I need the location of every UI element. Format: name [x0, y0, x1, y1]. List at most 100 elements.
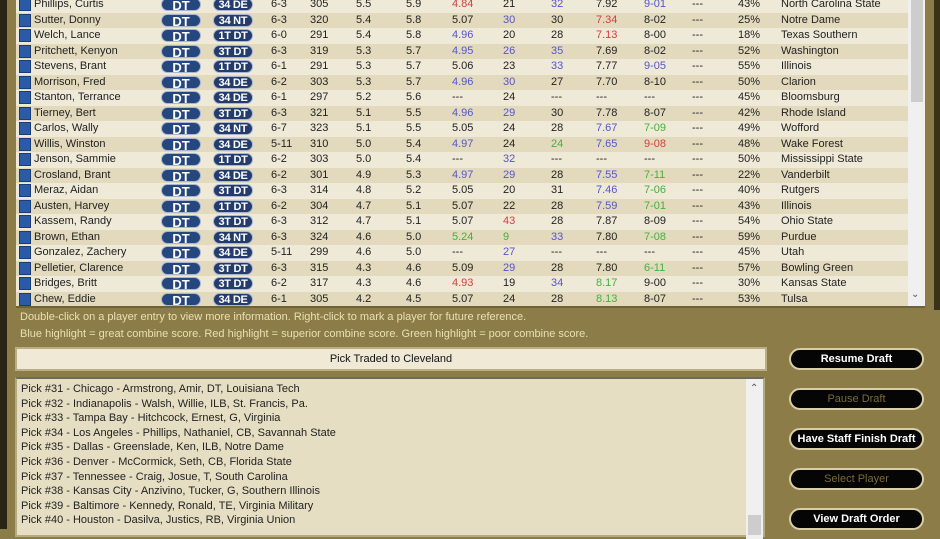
table-row[interactable]: Stanton, Terrance DT 34 DE 6-1 297 5.2 5.6 --- 2…: [16, 90, 908, 106]
player-marker-icon[interactable]: [19, 13, 31, 27]
cell-forty-time: ---: [452, 153, 463, 165]
cell-vertical: 28: [551, 168, 564, 181]
table-row[interactable]: Jenson, Sammie DT 1T DT 6-2 303 5.0 5.4 --- 32 --…: [16, 152, 908, 168]
player-name: Phillips, Curtis: [34, 0, 104, 10]
cell-percent: 59%: [738, 230, 761, 243]
player-marker-icon[interactable]: [19, 215, 31, 228]
player-marker-icon[interactable]: [19, 199, 31, 213]
chevron-down-icon[interactable]: ⌄: [911, 289, 920, 300]
pick-entry[interactable]: Pick #37 - Tennessee - Craig, Josue, T, …: [21, 470, 288, 483]
player-marker-icon[interactable]: [19, 153, 31, 166]
player-marker-icon[interactable]: [19, 230, 31, 244]
table-row[interactable]: Bridges, Britt DT 3T DT 6-2 317 4.3 4.6 4.93 19 3…: [16, 276, 908, 292]
player-marker-icon[interactable]: [19, 106, 31, 120]
select-player-button[interactable]: Select Player: [789, 468, 924, 490]
player-marker-icon[interactable]: [19, 122, 31, 135]
table-row[interactable]: Tierney, Bert DT 3T DT 6-3 321 5.1 5.5 4.96 29 30…: [16, 105, 908, 121]
table-row[interactable]: Welch, Lance DT 1T DT 6-0 291 5.4 5.8 4.96 20 28 7…: [16, 28, 908, 44]
pick-entry[interactable]: Pick #31 - Chicago - Armstrong, Amir, DT…: [21, 383, 300, 395]
cell-weight: 303: [310, 153, 329, 165]
player-marker-icon[interactable]: [19, 44, 31, 58]
pick-entry[interactable]: Pick #33 - Tampa Bay - Hitchcock, Ernest…: [21, 412, 281, 425]
position-badge: DT: [161, 106, 201, 121]
table-row[interactable]: Carlos, Wally DT 34 NT 6-7 323 5.1 5.5 5.05 24 28…: [16, 121, 908, 137]
cell-rating-1: 4.7: [356, 215, 372, 227]
cell-percent: 55%: [738, 60, 761, 72]
staff-finish-draft-button[interactable]: Have Staff Finish Draft: [789, 428, 924, 450]
table-row[interactable]: Meraz, Aidan DT 3T DT 6-3 314 4.8 5.2 5.05 20 31 7…: [16, 183, 908, 199]
cell-forty-time: 5.07: [452, 13, 474, 26]
pick-entry[interactable]: Pick #38 - Kansas City - Anzivino, Tucke…: [21, 485, 320, 498]
picks-scrollbar[interactable]: ⌃: [746, 379, 763, 539]
cell-rating-2: 5.7: [406, 44, 422, 57]
player-marker-icon[interactable]: [19, 137, 31, 151]
scrollbar-thumb[interactable]: [911, 0, 923, 102]
player-marker-icon[interactable]: [19, 261, 31, 275]
cell-broad-jump: ---: [644, 153, 655, 165]
cell-vertical: 28: [551, 29, 564, 41]
cell-weight: 301: [310, 168, 329, 181]
cell-forty-time: ---: [452, 91, 463, 103]
cell-rating-1: 5.0: [356, 137, 372, 150]
pick-entry[interactable]: Pick #34 - Los Angeles - Phillips, Natha…: [21, 426, 336, 439]
table-row[interactable]: Pelletier, Clarence DT 3T DT 6-3 315 4.3 4.6 5.…: [16, 260, 908, 276]
scheme-badge: 34 DE: [213, 246, 253, 259]
player-marker-icon[interactable]: [19, 277, 31, 290]
table-row[interactable]: Gonzalez, Zachery DT 34 DE 5-11 299 4.6 5.0 ---…: [16, 245, 908, 261]
table-row[interactable]: Brown, Ethan DT 34 NT 6-3 324 4.6 5.0 5.24 9 33 7.…: [16, 229, 908, 245]
cell-cone: 7.34: [596, 13, 618, 26]
cell-weight: 314: [310, 184, 329, 196]
cell-broad-jump: 7-06: [644, 184, 667, 196]
table-row[interactable]: Kassem, Randy DT 3T DT 6-3 312 4.7 5.1 5.07 43 28…: [16, 214, 908, 230]
player-marker-icon[interactable]: [19, 60, 31, 73]
player-name: Jenson, Sammie: [34, 153, 116, 165]
position-badge: DT: [161, 246, 201, 260]
cell-college: Mississippi State: [781, 153, 863, 165]
player-marker-icon[interactable]: [19, 0, 31, 11]
pick-entry[interactable]: Pick #36 - Denver - McCormick, Seth, CB,…: [21, 456, 292, 468]
player-marker-icon[interactable]: [19, 75, 31, 89]
cell-broad-jump: 8-10: [644, 75, 667, 88]
chevron-up-icon[interactable]: ⌃: [750, 383, 759, 394]
player-name: Tierney, Bert: [34, 106, 96, 119]
status-bar: Pick Traded to Cleveland: [15, 347, 767, 371]
pick-entry[interactable]: Pick #32 - Indianapolis - Walsh, Willie,…: [21, 397, 308, 410]
cell-forty-time: 5.07: [452, 199, 474, 212]
table-row[interactable]: Morrison, Fred DT 34 DE 6-2 303 5.3 5.7 4.96 30 2…: [16, 74, 908, 90]
scrollbar-thumb[interactable]: [748, 515, 761, 535]
player-marker-icon[interactable]: [19, 246, 31, 259]
view-draft-order-button[interactable]: View Draft Order: [789, 508, 924, 530]
pick-entry[interactable]: Pick #35 - Dallas - Greenslade, Ken, ILB…: [21, 441, 284, 454]
player-marker-icon[interactable]: [19, 29, 31, 42]
cell-rating-1: 4.6: [356, 230, 372, 243]
player-marker-icon[interactable]: [19, 168, 31, 182]
cell-forty-time: 4.84: [452, 0, 474, 10]
cell-college: Texas Southern: [781, 29, 858, 41]
cell-percent: 40%: [738, 184, 761, 196]
cell-percent: 43%: [738, 199, 761, 212]
table-row[interactable]: Austen, Harvey DT 1T DT 6-2 304 4.7 5.1 5.07 22 2…: [16, 198, 908, 214]
table-row[interactable]: Chew, Eddie DT 34 DE 6-1 305 4.2 4.5 5.07 24 28 8.…: [16, 291, 908, 306]
cell-weight: 317: [310, 277, 329, 289]
table-row[interactable]: Sutter, Donny DT 34 NT 6-3 320 5.4 5.8 5.07 30 30…: [16, 12, 908, 28]
cell-college: Washington: [781, 44, 839, 57]
pick-entry[interactable]: Pick #39 - Baltimore - Kennedy, Ronald, …: [21, 499, 314, 512]
table-row[interactable]: Phillips, Curtis DT 34 DE 6-3 305 5.5 5.9 4.84 2…: [16, 0, 908, 13]
table-row[interactable]: Crosland, Brant DT 34 DE 6-2 301 4.9 5.3 4.97 29…: [16, 167, 908, 183]
cell-bench: 29: [503, 106, 516, 119]
cell-dash: ---: [692, 106, 703, 119]
player-marker-icon[interactable]: [19, 292, 31, 306]
table-row[interactable]: Pritchett, Kenyon DT 3T DT 6-3 319 5.3 5.7 4.95…: [16, 43, 908, 59]
resume-draft-button[interactable]: Resume Draft: [789, 348, 924, 370]
pause-draft-button[interactable]: Pause Draft: [789, 388, 924, 410]
player-marker-icon[interactable]: [19, 91, 31, 104]
position-badge: DT: [161, 153, 201, 167]
cell-broad-jump: 6-11: [644, 261, 666, 274]
cell-bench: 24: [503, 122, 516, 134]
player-marker-icon[interactable]: [19, 184, 31, 197]
table-row[interactable]: Stevens, Brant DT 1T DT 6-1 291 5.3 5.7 5.06 23 3…: [16, 59, 908, 75]
table-row[interactable]: Willis, Winston DT 34 DE 5-11 310 5.0 5.4 4.97 2…: [16, 136, 908, 152]
table-scrollbar[interactable]: ⌄: [908, 0, 925, 306]
pick-entry[interactable]: Pick #40 - Houston - Dasilva, Justics, R…: [21, 514, 296, 527]
cell-rating-1: 4.9: [356, 168, 372, 181]
